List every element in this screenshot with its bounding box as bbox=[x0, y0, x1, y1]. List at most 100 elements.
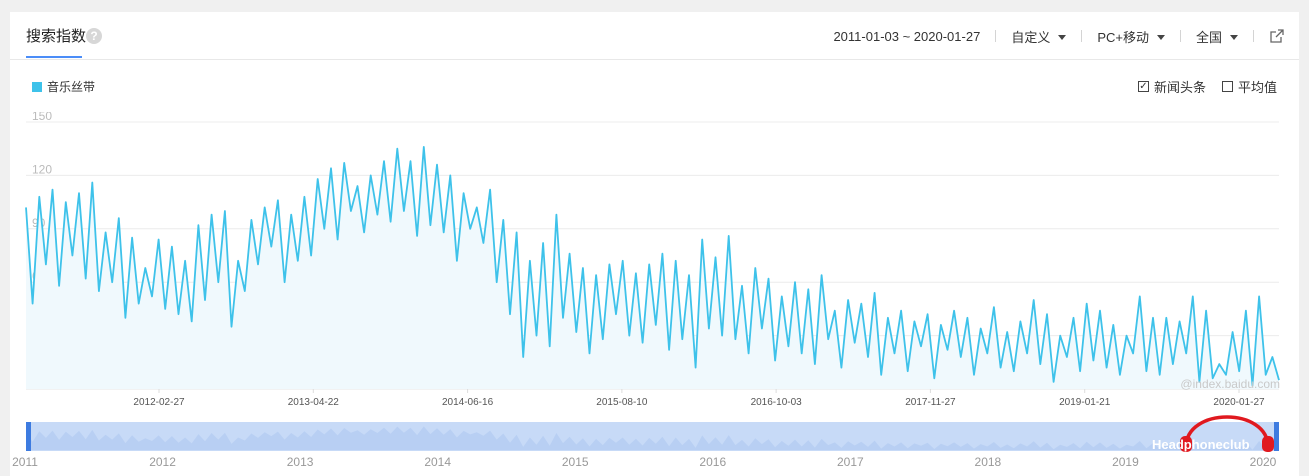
data-point bbox=[947, 349, 949, 351]
data-point bbox=[635, 272, 637, 274]
data-point bbox=[655, 324, 657, 326]
data-point bbox=[416, 235, 418, 237]
data-point bbox=[144, 267, 146, 269]
data-point bbox=[1152, 317, 1154, 319]
data-point bbox=[648, 263, 650, 265]
data-point bbox=[237, 260, 239, 262]
data-point bbox=[164, 308, 166, 310]
search-index-card: 搜索指数 ? 2011-01-03 ~ 2020-01-27 自定义 PC+移动… bbox=[10, 12, 1299, 476]
divider bbox=[1081, 30, 1083, 42]
option-news-headlines[interactable]: ✓ 新闻头条 bbox=[1137, 77, 1206, 96]
checkbox-icon[interactable] bbox=[1221, 81, 1233, 92]
data-point bbox=[622, 260, 624, 262]
data-point bbox=[436, 164, 438, 166]
data-point bbox=[807, 288, 809, 290]
data-point bbox=[781, 295, 783, 297]
data-point bbox=[1205, 310, 1207, 312]
data-point bbox=[257, 263, 259, 265]
data-point bbox=[582, 267, 584, 269]
data-point bbox=[118, 217, 120, 219]
x-tick-label: 2020-01-27 bbox=[1213, 397, 1265, 408]
navigator-right-handle[interactable] bbox=[1274, 422, 1279, 451]
navigator-year-label: 2017 bbox=[837, 455, 864, 469]
data-point bbox=[463, 192, 465, 194]
data-point bbox=[920, 345, 922, 347]
data-point bbox=[562, 317, 564, 319]
data-point bbox=[516, 231, 518, 233]
data-point bbox=[1159, 374, 1161, 376]
y-tick-label: 120 bbox=[32, 162, 52, 176]
data-point bbox=[787, 345, 789, 347]
data-point bbox=[410, 160, 412, 162]
data-point bbox=[721, 335, 723, 337]
device-label: PC+移动 bbox=[1097, 29, 1149, 45]
navigator-year-label: 2012 bbox=[149, 455, 176, 469]
navigator-year-label: 2016 bbox=[699, 455, 726, 469]
data-point bbox=[1079, 370, 1081, 372]
headphone-icon-left-cup bbox=[1180, 436, 1192, 452]
data-point bbox=[211, 214, 213, 216]
data-point bbox=[138, 303, 140, 305]
region-dropdown[interactable]: 全国 bbox=[1196, 27, 1238, 46]
data-point bbox=[456, 260, 458, 262]
data-point bbox=[482, 242, 484, 244]
data-point bbox=[940, 324, 942, 326]
navigator-left-handle[interactable] bbox=[26, 422, 31, 451]
data-point bbox=[1092, 360, 1094, 362]
navigator-year-label: 2019 bbox=[1112, 455, 1139, 469]
chart-legend[interactable]: 音乐丝带 bbox=[32, 78, 95, 95]
data-point bbox=[1238, 370, 1240, 372]
data-point bbox=[860, 303, 862, 305]
data-point bbox=[91, 182, 93, 184]
data-point bbox=[741, 285, 743, 287]
data-point bbox=[1013, 370, 1015, 372]
legend-label: 音乐丝带 bbox=[47, 80, 96, 94]
data-point bbox=[907, 370, 909, 372]
data-point bbox=[1225, 374, 1227, 376]
checkbox-checked-icon[interactable]: ✓ bbox=[1137, 80, 1149, 92]
data-point bbox=[688, 274, 690, 276]
chart-options: ✓ 新闻头条 平均值 bbox=[1122, 77, 1277, 96]
data-point bbox=[1258, 295, 1260, 297]
series-line bbox=[25, 146, 1280, 387]
data-point bbox=[25, 206, 27, 208]
data-point bbox=[1059, 335, 1061, 337]
option-average[interactable]: 平均值 bbox=[1221, 77, 1277, 96]
period-dropdown[interactable]: 自定义 bbox=[1011, 27, 1067, 46]
export-icon[interactable] bbox=[1269, 28, 1285, 44]
data-point bbox=[78, 192, 80, 194]
data-point bbox=[708, 328, 710, 330]
date-range-display[interactable]: 2011-01-03 ~ 2020-01-27 bbox=[833, 28, 981, 44]
region-label: 全国 bbox=[1195, 29, 1222, 45]
range-navigator[interactable]: 2011 2012 2013 2014 2015 2016 2017 2018 2019 2020 bbox=[12, 422, 1279, 469]
data-point bbox=[1039, 363, 1041, 365]
tab-search-index[interactable]: 搜索指数 bbox=[26, 28, 87, 45]
data-point bbox=[1066, 356, 1068, 358]
data-point bbox=[449, 174, 451, 176]
data-point bbox=[933, 377, 935, 379]
filter-controls: 2011-01-03 ~ 2020-01-27 自定义 PC+移动 全国 bbox=[833, 26, 1285, 46]
data-point bbox=[1006, 331, 1008, 333]
trend-chart[interactable]: 306090120150 2012-02-272013-04-222014-06… bbox=[10, 112, 1299, 476]
x-tick-label: 2014-06-16 bbox=[442, 397, 494, 408]
data-point bbox=[966, 317, 968, 319]
data-point bbox=[32, 303, 34, 305]
data-point bbox=[1033, 299, 1035, 301]
data-point bbox=[244, 290, 246, 292]
data-point bbox=[1106, 367, 1108, 369]
data-point bbox=[986, 352, 988, 354]
divider bbox=[1179, 30, 1181, 42]
data-point bbox=[284, 281, 286, 283]
data-point bbox=[973, 374, 975, 376]
device-dropdown[interactable]: PC+移动 bbox=[1097, 27, 1165, 46]
help-icon[interactable]: ? bbox=[86, 28, 102, 44]
data-point bbox=[1126, 335, 1128, 337]
data-point bbox=[350, 210, 352, 212]
data-point bbox=[1119, 374, 1121, 376]
data-point bbox=[1165, 317, 1167, 319]
data-point bbox=[204, 299, 206, 301]
data-point bbox=[774, 360, 776, 362]
data-point bbox=[867, 356, 869, 358]
navigator-mini-series bbox=[26, 426, 1279, 450]
watermark-text: @index.baidu.com bbox=[1180, 377, 1280, 391]
